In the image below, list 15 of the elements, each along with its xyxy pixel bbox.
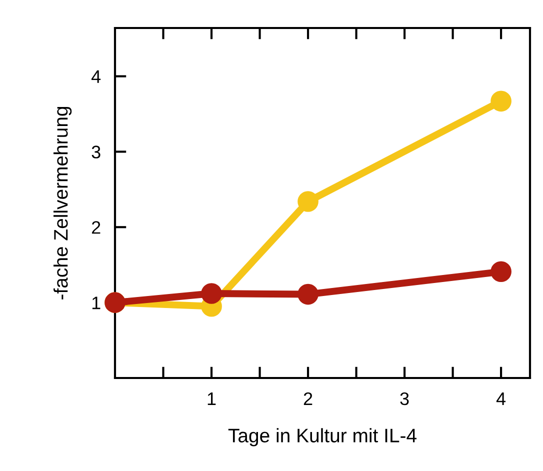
- x-axis-title: Tage in Kultur mit IL-4: [228, 428, 416, 446]
- point: [298, 284, 318, 305]
- y-tick-label: 4: [91, 70, 101, 83]
- x-tick-label: 2: [304, 392, 312, 405]
- y-axis-title: -fache Zellvermehrung: [54, 106, 72, 300]
- y-tick-label: 1: [92, 296, 100, 310]
- point: [490, 90, 512, 112]
- x-tick-label: 4: [496, 392, 506, 405]
- point: [298, 191, 318, 212]
- point: [201, 283, 222, 304]
- x-tick-label: 3: [400, 392, 409, 406]
- point: [490, 261, 512, 282]
- y-tick-label: 2: [92, 221, 100, 234]
- y-tick-label: 3: [92, 146, 100, 158]
- x-tick-label: 1: [208, 392, 216, 405]
